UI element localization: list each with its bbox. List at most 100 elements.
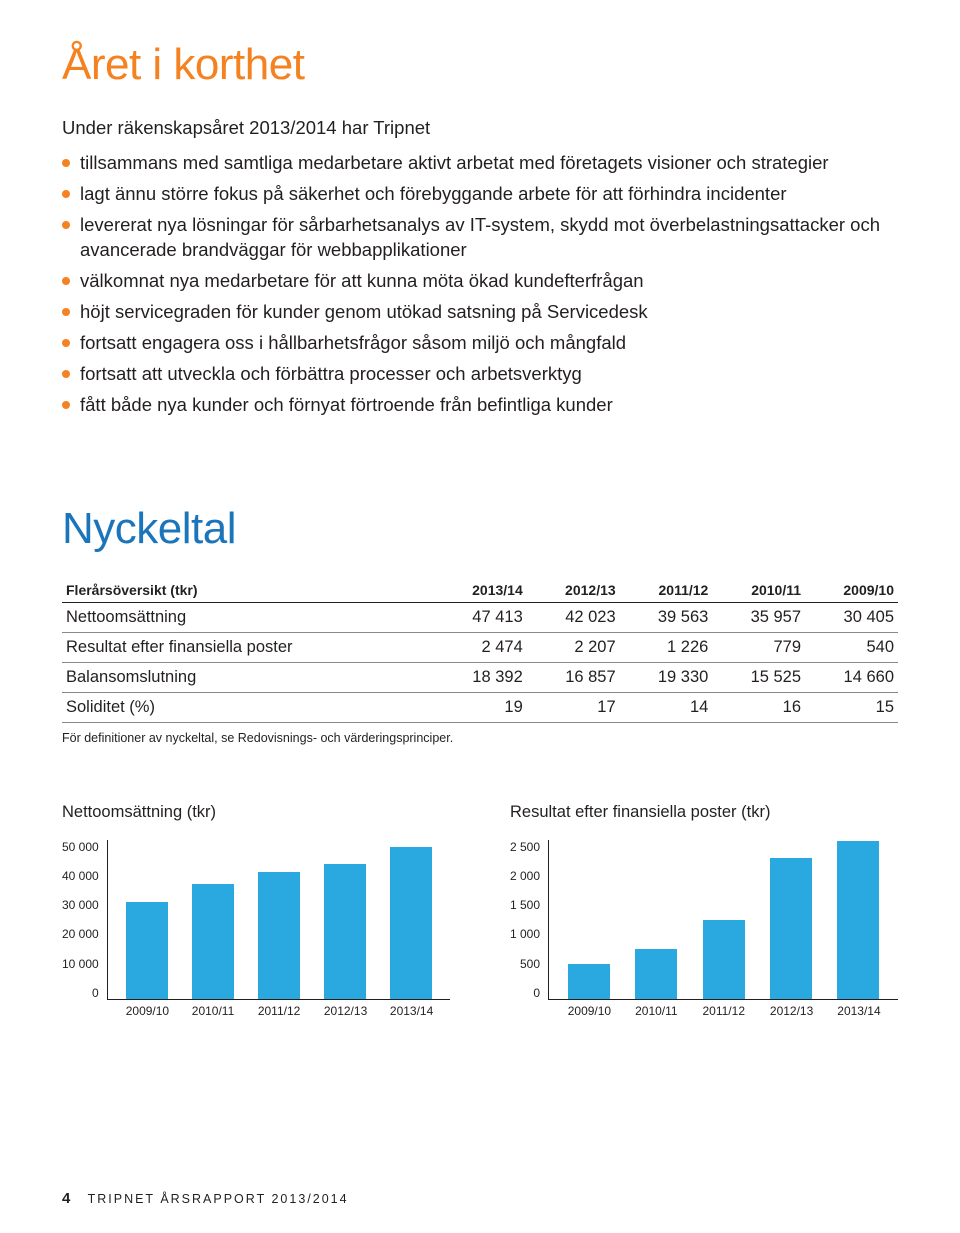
table-cell: 17 <box>527 692 620 722</box>
y-tick-label: 500 <box>520 957 540 971</box>
y-tick-label: 50 000 <box>62 840 99 854</box>
y-tick-label: 0 <box>533 986 540 1000</box>
table-cell: 19 330 <box>620 662 713 692</box>
bars-container <box>549 840 898 999</box>
bar <box>126 902 168 999</box>
bar <box>390 847 432 999</box>
table-row: Resultat efter finansiella poster2 4742 … <box>62 632 898 662</box>
bullet-item: tillsammans med samtliga medarbetare akt… <box>62 151 882 176</box>
table-cell: 2 474 <box>434 632 527 662</box>
chart-block: Nettoomsättning (tkr) 50 000 40 000 30 000 2… <box>62 803 450 1030</box>
table-cell: 14 <box>620 692 713 722</box>
x-tick-label: 2010/11 <box>635 1004 677 1018</box>
table-cell: 16 857 <box>527 662 620 692</box>
table-cell: 1 226 <box>620 632 713 662</box>
table-column-header: 2010/11 <box>712 576 805 603</box>
bullet-list: tillsammans med samtliga medarbetare akt… <box>62 151 882 418</box>
bullet-item: fått både nya kunder och förnyat förtroe… <box>62 393 882 418</box>
x-tick-label: 2011/12 <box>703 1004 745 1018</box>
bar <box>192 884 234 999</box>
chart-block: Resultat efter finansiella poster (tkr) 2… <box>510 803 898 1030</box>
bullet-item: fortsatt engagera oss i hållbarhetsfrågo… <box>62 331 882 356</box>
page-number: 4 <box>62 1190 70 1207</box>
x-tick-label: 2013/14 <box>390 1004 432 1018</box>
table-header-label: Flerårsöversikt (tkr) <box>62 576 434 603</box>
table-row: Soliditet (%)1917141615 <box>62 692 898 722</box>
bar <box>770 858 812 999</box>
charts-row: Nettoomsättning (tkr) 50 000 40 000 30 000 2… <box>62 803 898 1030</box>
x-tick-label: 2012/13 <box>770 1004 812 1018</box>
table-cell: 35 957 <box>712 602 805 632</box>
table-column-header: 2009/10 <box>805 576 898 603</box>
y-axis: 50 000 40 000 30 000 20 000 10 000 0 <box>62 840 107 1000</box>
page-title: Året i korthet <box>62 42 898 88</box>
table-row: Nettoomsättning47 41342 02339 56335 9573… <box>62 602 898 632</box>
bullet-item: lagt ännu större fokus på säkerhet och f… <box>62 182 882 207</box>
row-label: Resultat efter finansiella poster <box>62 632 434 662</box>
footer-text: TRIPNET ÅRSRAPPORT 2013/2014 <box>88 1192 349 1206</box>
bullet-item: fortsatt att utveckla och förbättra proc… <box>62 362 882 387</box>
plot-area: 2009/102010/112011/122012/132013/14 <box>107 840 450 1000</box>
bar <box>324 864 366 998</box>
table-cell: 18 392 <box>434 662 527 692</box>
y-tick-label: 1 500 <box>510 898 540 912</box>
bar <box>568 964 610 999</box>
bar <box>635 949 677 999</box>
page-footer: 4 TRIPNET ÅRSRAPPORT 2013/2014 <box>62 1190 349 1207</box>
section-title-nyckeltal: Nyckeltal <box>62 504 898 554</box>
intro-text: Under räkenskapsåret 2013/2014 har Tripn… <box>62 116 882 141</box>
row-label: Nettoomsättning <box>62 602 434 632</box>
table-column-header: 2011/12 <box>620 576 713 603</box>
y-tick-label: 10 000 <box>62 957 99 971</box>
y-tick-label: 2 000 <box>510 869 540 883</box>
y-tick-label: 0 <box>92 986 99 1000</box>
chart-title: Nettoomsättning (tkr) <box>62 803 450 822</box>
table-cell: 540 <box>805 632 898 662</box>
y-axis: 2 500 2 000 1 500 1 000 500 0 <box>510 840 548 1000</box>
bars-container <box>108 840 450 999</box>
y-tick-label: 1 000 <box>510 927 540 941</box>
table-header-row: Flerårsöversikt (tkr)2013/142012/132011/… <box>62 576 898 603</box>
y-tick-label: 30 000 <box>62 898 99 912</box>
bullet-item: levererat nya lösningar för sårbarhetsan… <box>62 213 882 263</box>
table-cell: 39 563 <box>620 602 713 632</box>
table-cell: 14 660 <box>805 662 898 692</box>
financial-table: Flerårsöversikt (tkr)2013/142012/132011/… <box>62 576 898 723</box>
x-axis: 2009/10 2010/11 2011/12 2012/13 2013/14 <box>108 1004 450 1018</box>
row-label: Balansomslutning <box>62 662 434 692</box>
plot-area: 2009/102010/112011/122012/132013/14 <box>548 840 898 1000</box>
bar <box>703 920 745 998</box>
table-cell: 42 023 <box>527 602 620 632</box>
table-cell: 2 207 <box>527 632 620 662</box>
table-cell: 15 <box>805 692 898 722</box>
x-tick-label: 2009/10 <box>126 1004 168 1018</box>
table-row: Balansomslutning18 39216 85719 33015 525… <box>62 662 898 692</box>
x-tick-label: 2010/11 <box>192 1004 234 1018</box>
chart-title: Resultat efter finansiella poster (tkr) <box>510 803 898 822</box>
y-tick-label: 40 000 <box>62 869 99 883</box>
table-cell: 16 <box>712 692 805 722</box>
table-column-header: 2012/13 <box>527 576 620 603</box>
x-tick-label: 2011/12 <box>258 1004 300 1018</box>
table-column-header: 2013/14 <box>434 576 527 603</box>
x-tick-label: 2013/14 <box>837 1004 879 1018</box>
x-axis: 2009/10 2010/11 2011/12 2012/13 2013/14 <box>549 1004 898 1018</box>
bar <box>258 872 300 999</box>
x-tick-label: 2012/13 <box>324 1004 366 1018</box>
y-tick-label: 2 500 <box>510 840 540 854</box>
table-body: Nettoomsättning47 41342 02339 56335 9573… <box>62 602 898 722</box>
bullet-item: välkomnat nya medarbetare för att kunna … <box>62 269 882 294</box>
bullet-item: höjt servicegraden för kunder genom utök… <box>62 300 882 325</box>
y-tick-label: 20 000 <box>62 927 99 941</box>
table-cell: 47 413 <box>434 602 527 632</box>
table-cell: 30 405 <box>805 602 898 632</box>
table-cell: 19 <box>434 692 527 722</box>
bar <box>837 841 879 999</box>
row-label: Soliditet (%) <box>62 692 434 722</box>
chart-area: 2 500 2 000 1 500 1 000 500 0 2009/10 2010/11 20… <box>510 840 898 1030</box>
chart-area: 50 000 40 000 30 000 20 000 10 000 0 2009/10 20… <box>62 840 450 1030</box>
x-tick-label: 2009/10 <box>568 1004 610 1018</box>
table-footnote: För definitioner av nyckeltal, se Redovi… <box>62 731 898 745</box>
table-cell: 779 <box>712 632 805 662</box>
table-cell: 15 525 <box>712 662 805 692</box>
